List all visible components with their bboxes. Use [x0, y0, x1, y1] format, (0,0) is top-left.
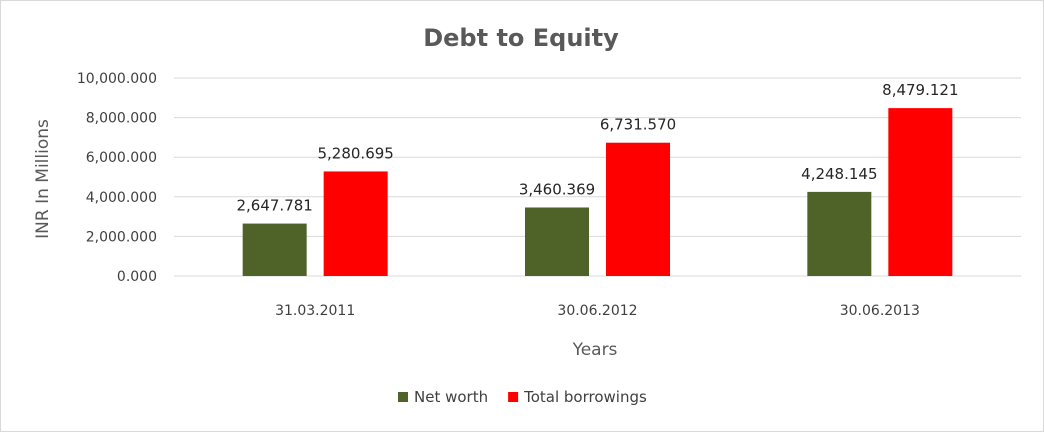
y-tick-label: 4,000.000	[86, 190, 157, 206]
x-tick-label: 30.06.2012	[557, 303, 637, 319]
bar-total-borrowings	[888, 108, 953, 276]
x-axis-title: Years	[572, 340, 618, 360]
bar-total-borrowings	[606, 142, 670, 276]
bar-net-worth	[525, 207, 589, 276]
y-tick-label: 2,000.000	[86, 229, 157, 245]
y-axis-ticks: 0.000 2,000.000 4,000.000 6,000.000 8,000.00…	[77, 71, 157, 285]
x-axis-ticks: 31.03.2011 30.06.2012 30.06.2013	[275, 303, 920, 319]
data-label: 8,479.121	[882, 81, 958, 99]
chart-title: Debt to Equity	[423, 24, 619, 52]
legend: Net worth Total borrowings	[398, 388, 647, 406]
bar-total-borrowings	[323, 171, 388, 276]
data-label: 3,460.369	[519, 180, 595, 198]
bar-net-worth	[242, 223, 307, 276]
y-tick-label: 0.000	[117, 269, 157, 285]
data-label: 2,647.781	[236, 197, 312, 215]
y-axis-title: INR In Millions	[33, 119, 53, 239]
data-label: 5,280.695	[317, 144, 393, 162]
legend-label: Total borrowings	[523, 388, 647, 406]
legend-swatch	[508, 392, 519, 402]
x-tick-label: 30.06.2013	[840, 303, 920, 319]
legend-swatch	[398, 392, 408, 402]
gridlines	[174, 77, 1021, 277]
data-labels: 2,647.781 5,280.695 3,460.369 6,731.570 4,24…	[236, 81, 958, 214]
y-tick-label: 10,000.000	[77, 71, 157, 87]
data-label: 4,248.145	[801, 165, 877, 183]
bar-net-worth	[807, 191, 872, 276]
x-tick-label: 31.03.2011	[275, 303, 355, 319]
legend-label: Net worth	[414, 388, 488, 406]
y-tick-label: 8,000.000	[86, 111, 157, 127]
y-tick-label: 6,000.000	[86, 150, 157, 166]
bars	[242, 108, 953, 276]
data-label: 6,731.570	[600, 116, 676, 134]
